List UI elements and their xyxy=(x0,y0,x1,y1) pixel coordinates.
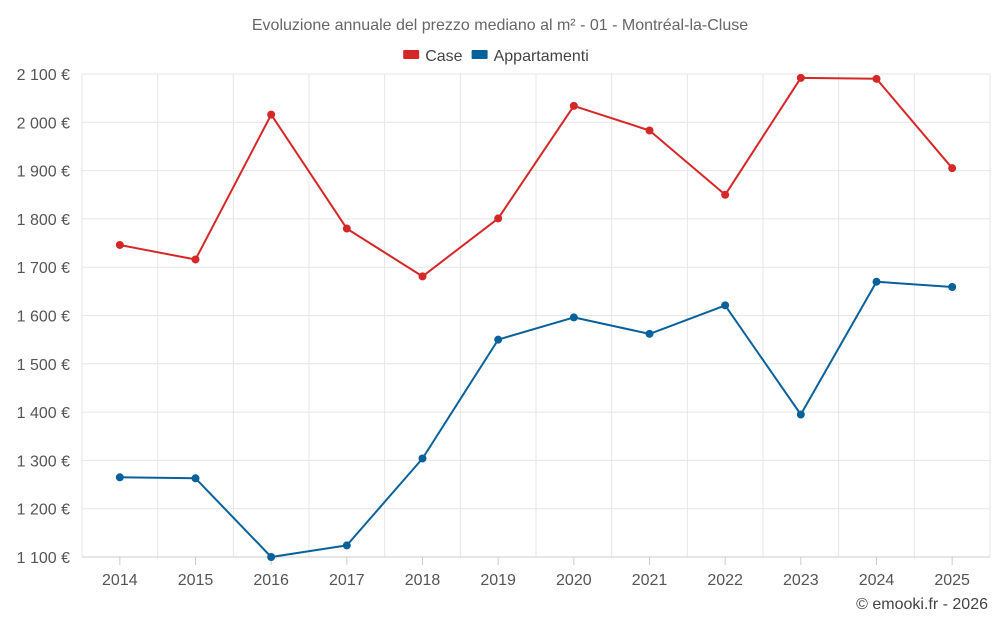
credit-text: © emooki.fr - 2026 xyxy=(856,596,988,613)
data-point[interactable] xyxy=(115,473,124,482)
data-point[interactable] xyxy=(494,214,503,223)
data-point[interactable] xyxy=(645,329,654,338)
x-tick-label: 2023 xyxy=(783,572,819,589)
legend-item-case[interactable]: Case xyxy=(403,48,463,65)
series-line xyxy=(119,280,953,558)
y-tick-label: 2 000 € xyxy=(17,115,70,132)
data-point[interactable] xyxy=(418,454,427,463)
legend-swatch xyxy=(471,50,488,59)
x-tick-label: 2022 xyxy=(707,572,743,589)
data-point[interactable] xyxy=(267,110,276,119)
data-point[interactable] xyxy=(342,541,351,550)
y-tick-label: 1 200 € xyxy=(17,502,70,519)
x-tick-label: 2015 xyxy=(178,572,214,589)
series-case xyxy=(115,73,957,281)
x-tick-label: 2019 xyxy=(480,572,516,589)
y-tick-label: 1 300 € xyxy=(17,453,70,470)
y-axis-tick-labels: 1 100 € 1 200 € 1 300 € 1 400 € 1 500 € 1 600… xyxy=(17,67,70,567)
legend-label: Case xyxy=(425,48,462,65)
y-tick-label: 1 900 € xyxy=(17,164,70,181)
y-tick-label: 1 500 € xyxy=(17,357,70,374)
y-tick-label: 1 600 € xyxy=(17,309,70,326)
data-point[interactable] xyxy=(721,190,730,199)
data-point[interactable] xyxy=(569,313,578,322)
legend-swatch xyxy=(403,50,420,59)
data-point[interactable] xyxy=(418,272,427,281)
x-tick-label: 2014 xyxy=(102,572,138,589)
x-tick-label: 2020 xyxy=(556,572,592,589)
series-appartamenti xyxy=(115,277,957,561)
y-tick-label: 1 400 € xyxy=(17,405,70,422)
legend-item-appartamenti[interactable]: Appartamenti xyxy=(471,48,589,65)
data-point[interactable] xyxy=(872,277,881,286)
x-axis-tick-labels: 2014 2015 2016 2017 2018 2019 2020 2021 2022 2023… xyxy=(102,557,970,589)
chart-title: Evoluzione annuale del prezzo mediano al… xyxy=(252,17,748,34)
x-tick-label: 2024 xyxy=(859,572,895,589)
data-point[interactable] xyxy=(645,126,654,135)
legend-label: Appartamenti xyxy=(494,48,589,65)
y-tick-label: 1 700 € xyxy=(17,260,70,277)
data-point[interactable] xyxy=(191,474,200,483)
y-tick-label: 1 800 € xyxy=(17,212,70,229)
x-tick-label: 2025 xyxy=(934,572,970,589)
data-point[interactable] xyxy=(267,553,276,561)
x-gridlines xyxy=(81,74,991,557)
x-tick-label: 2016 xyxy=(253,572,289,589)
data-point[interactable] xyxy=(872,74,881,83)
data-point[interactable] xyxy=(948,283,957,292)
data-point[interactable] xyxy=(796,73,805,82)
data-point[interactable] xyxy=(721,301,730,310)
data-point[interactable] xyxy=(191,255,200,264)
x-tick-label: 2018 xyxy=(405,572,441,589)
data-point[interactable] xyxy=(569,101,578,110)
legend: Case Appartamenti xyxy=(403,48,589,65)
data-point[interactable] xyxy=(115,240,124,249)
y-tick-label: 2 100 € xyxy=(17,67,70,84)
series-layer xyxy=(115,73,957,561)
data-point[interactable] xyxy=(494,335,503,344)
data-point[interactable] xyxy=(342,224,351,233)
data-point[interactable] xyxy=(948,164,957,173)
data-point[interactable] xyxy=(796,410,805,419)
x-tick-label: 2017 xyxy=(329,572,365,589)
series-line xyxy=(119,76,953,278)
y-tick-label: 1 100 € xyxy=(17,550,70,567)
x-tick-label: 2021 xyxy=(632,572,668,589)
